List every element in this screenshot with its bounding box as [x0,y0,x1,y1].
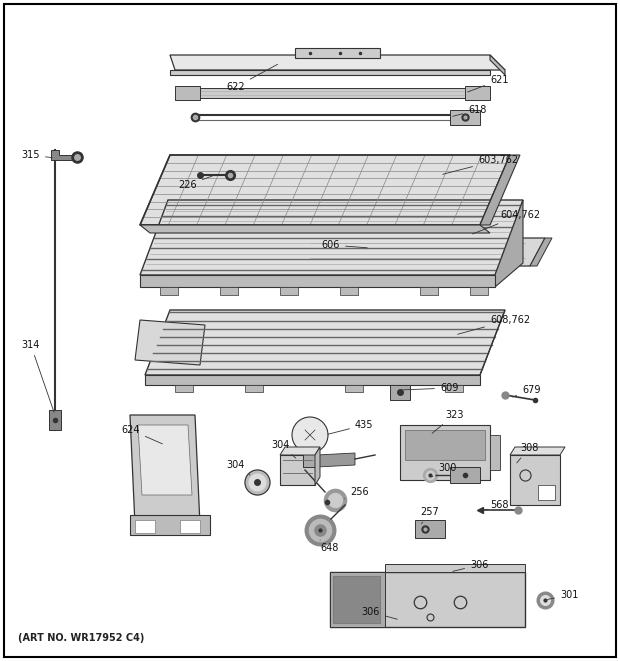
Polygon shape [480,310,505,375]
Text: 301: 301 [547,590,578,600]
Text: 435: 435 [328,420,373,434]
Polygon shape [145,310,505,375]
Polygon shape [138,425,192,495]
Polygon shape [175,86,200,100]
Text: 679: 679 [513,385,541,397]
Polygon shape [195,88,470,98]
Circle shape [292,417,328,453]
Polygon shape [170,70,490,75]
Text: 568: 568 [485,500,508,510]
Text: 226: 226 [179,176,213,190]
Polygon shape [145,375,480,385]
Polygon shape [135,320,205,365]
Polygon shape [330,572,525,627]
Polygon shape [220,287,238,295]
Polygon shape [140,275,495,287]
Polygon shape [490,435,500,470]
Polygon shape [315,447,320,485]
Text: 300: 300 [432,463,456,477]
Polygon shape [345,385,363,392]
Polygon shape [135,520,155,533]
Polygon shape [538,485,555,500]
Text: 315: 315 [22,150,52,160]
Polygon shape [340,287,358,295]
Polygon shape [170,55,505,70]
Polygon shape [530,238,552,266]
Polygon shape [490,55,505,75]
Text: 306: 306 [361,607,397,619]
Text: 603,762: 603,762 [443,155,518,175]
Polygon shape [140,155,510,225]
Text: 609: 609 [403,383,458,393]
Polygon shape [385,564,525,572]
Polygon shape [180,520,200,533]
Polygon shape [400,425,490,480]
Polygon shape [480,155,520,225]
Polygon shape [140,225,490,233]
Polygon shape [445,385,463,392]
Polygon shape [160,287,178,295]
Text: 622: 622 [226,64,278,92]
Polygon shape [495,200,523,287]
Polygon shape [280,287,298,295]
Polygon shape [280,455,315,485]
Polygon shape [280,447,320,455]
Polygon shape [390,385,410,400]
Text: 606: 606 [322,240,367,250]
Text: 308: 308 [517,443,538,463]
Polygon shape [465,86,490,100]
Text: (ART NO. WR17952 C4): (ART NO. WR17952 C4) [18,633,144,643]
Text: 256: 256 [345,487,369,499]
Polygon shape [450,110,480,125]
Polygon shape [49,410,61,430]
Polygon shape [303,453,317,467]
Text: 608,762: 608,762 [458,315,530,334]
Polygon shape [317,453,355,467]
Polygon shape [405,430,485,460]
Polygon shape [510,447,565,455]
Polygon shape [130,515,210,535]
Text: 621: 621 [467,75,508,92]
Polygon shape [450,467,480,483]
Text: 306: 306 [453,560,489,571]
Text: 257: 257 [420,507,439,524]
Text: 304: 304 [227,460,250,475]
Polygon shape [140,200,523,275]
Polygon shape [333,576,380,623]
Polygon shape [510,455,560,505]
Text: 604,762: 604,762 [472,210,540,234]
Polygon shape [175,385,193,392]
Polygon shape [415,520,445,538]
Polygon shape [51,150,73,160]
Text: 618: 618 [453,105,486,116]
Polygon shape [420,287,438,295]
Text: 648: 648 [320,540,339,553]
Text: 624: 624 [122,425,162,444]
Text: 314: 314 [22,340,54,412]
Text: eReplacementParts.com: eReplacementParts.com [234,368,386,381]
Text: 323: 323 [432,410,464,433]
Polygon shape [295,48,380,58]
Polygon shape [330,572,385,627]
Polygon shape [290,238,545,266]
Text: 304: 304 [272,440,296,458]
Polygon shape [245,385,263,392]
Polygon shape [470,287,488,295]
Polygon shape [130,415,200,525]
